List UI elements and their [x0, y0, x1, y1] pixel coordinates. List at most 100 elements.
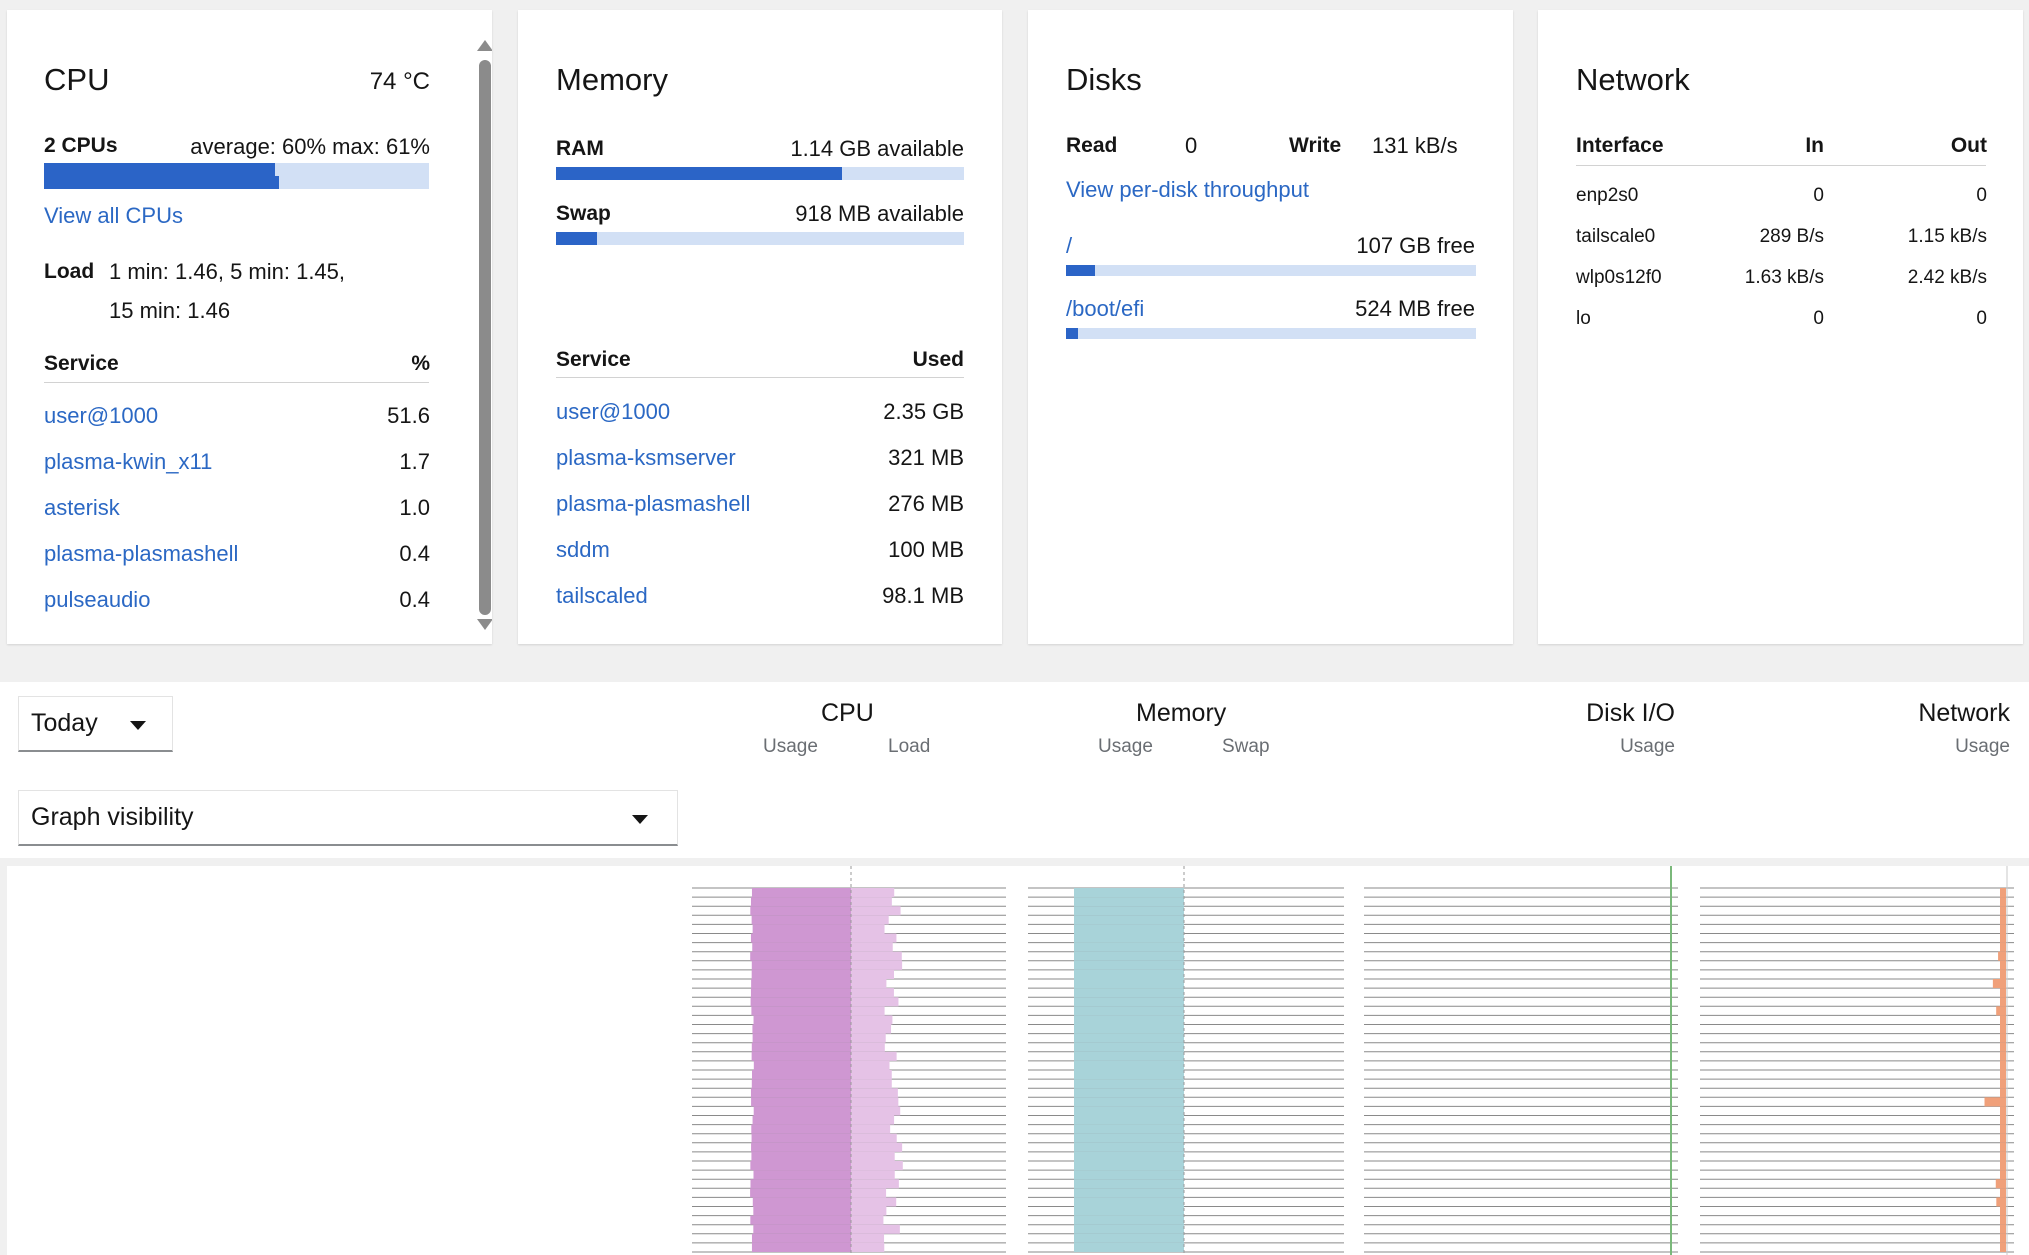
cpu-load-mark	[851, 988, 894, 998]
view-all-cpus-link[interactable]: View all CPUs	[44, 203, 183, 228]
network-usage-mark	[1996, 1197, 2006, 1207]
cpu-usage-mark	[753, 1106, 851, 1116]
cpu-usage-mark	[751, 1079, 851, 1089]
network-interface-in: 289 B/s	[1759, 226, 1824, 247]
scroll-up-icon[interactable]	[477, 40, 492, 51]
memory-usage-mark	[1074, 1070, 1184, 1080]
cpu-service-name[interactable]: plasma-kwin_x11	[44, 449, 213, 474]
memory-usage-mark	[1074, 1224, 1184, 1234]
cpu-load-mark	[851, 1215, 884, 1225]
network-usage-mark	[2000, 924, 2006, 934]
memory-service-value: 100 MB	[888, 537, 964, 562]
network-usage-mark	[2000, 1033, 2006, 1043]
network-interface-out: 2.42 kB/s	[1907, 267, 1987, 288]
memory-usage-mark	[1074, 1242, 1184, 1252]
cpu-service-value: 1.7	[399, 449, 430, 474]
cpu-usage-mark	[751, 888, 851, 898]
cpu-usage-mark	[750, 906, 851, 916]
network-usage-mark	[2000, 1015, 2006, 1025]
memory-usage-mark	[1074, 979, 1184, 989]
memory-usage-mark	[1074, 1133, 1184, 1143]
network-usage-mark	[2000, 969, 2006, 979]
cpu-load-mark	[851, 1097, 899, 1107]
network-usage-mark	[2000, 1233, 2006, 1243]
memory-usage-mark	[1074, 942, 1184, 952]
network-usage-mark	[1996, 1006, 2006, 1016]
memory-usage-mark	[1074, 988, 1184, 998]
cpu-service-name[interactable]: plasma-plasmashell	[44, 541, 239, 566]
ram-value: 1.14 GB available	[790, 136, 964, 161]
network-title: Network	[1576, 62, 1690, 97]
network-usage-mark	[2000, 1170, 2006, 1180]
cpu-load-line1: 1 min: 1.46, 5 min: 1.45,	[109, 259, 346, 284]
memory-service-value: 2.35 GB	[883, 399, 964, 424]
cpu-load-mark	[851, 1024, 892, 1034]
memory-usage-mark	[1074, 1124, 1184, 1134]
disk-mount-path[interactable]: /boot/efi	[1066, 296, 1145, 321]
scroll-down-icon[interactable]	[477, 619, 492, 630]
cpu-service-name[interactable]: pulseaudio	[44, 587, 151, 612]
network-table-divider	[1576, 165, 1986, 166]
cpu-load-mark	[851, 1188, 887, 1198]
memory-usage-mark	[1074, 1215, 1184, 1225]
memory-usage-mark	[1074, 906, 1184, 916]
disk-mount-free: 107 GB free	[1356, 233, 1475, 258]
cpu-usage-mark	[751, 1006, 851, 1016]
disk-mount-path[interactable]: /	[1066, 233, 1073, 258]
cpu-service-name[interactable]: user@1000	[44, 403, 159, 428]
memory-usage-mark	[1074, 1079, 1184, 1089]
cpu-bar-1-fill	[44, 163, 275, 176]
cpu-load-mark	[851, 1197, 897, 1207]
cpu-usage-mark	[752, 1197, 851, 1207]
network-interface-name: enp2s0	[1576, 185, 1639, 206]
memory-usage-mark	[1074, 1188, 1184, 1198]
memory-service-name[interactable]: plasma-ksmserver	[556, 445, 736, 470]
network-in-header: In	[1805, 134, 1824, 157]
per-disk-throughput-link[interactable]: View per-disk throughput	[1066, 177, 1309, 202]
cpu-summary: average: 60% max: 61%	[190, 134, 430, 159]
memory-service-name[interactable]: plasma-plasmashell	[556, 491, 751, 516]
network-usage-mark	[2000, 933, 2006, 943]
cpu-service-value: 51.6	[387, 403, 430, 428]
cpu-usage-mark	[750, 951, 851, 961]
memory-service-name[interactable]: sddm	[556, 537, 610, 562]
disk-column-title: Disk I/O	[1586, 699, 1675, 727]
cpu-usage-mark	[750, 997, 851, 1007]
cpu-load-mark	[851, 1115, 895, 1125]
cpu-load-mark	[851, 1133, 897, 1143]
network-usage-mark	[2000, 888, 2006, 898]
cpu-load-mark	[851, 960, 903, 970]
memory-usage-mark	[1074, 888, 1184, 898]
memory-usage-mark	[1074, 1042, 1184, 1052]
memory-service-name[interactable]: tailscaled	[556, 583, 648, 608]
cpu-service-header: Service	[44, 352, 119, 375]
cpu-usage-mark	[751, 1133, 851, 1143]
cpu-usage-mark	[751, 1242, 851, 1252]
time-range-select[interactable]: Today	[18, 696, 173, 752]
cpu-load-mark	[851, 1106, 901, 1116]
scrollbar-thumb[interactable]	[479, 60, 491, 615]
cpu-load-mark	[851, 979, 887, 989]
cpu-load-mark	[851, 1051, 897, 1061]
memory-usage-mark	[1074, 1006, 1184, 1016]
cpu-card: CPU 74 °C 2 CPUs average: 60% max: 61% V…	[7, 10, 492, 644]
memory-usage-mark	[1074, 951, 1184, 961]
memory-service-header: Service	[556, 348, 631, 371]
disk-usage-bar-fill	[1066, 265, 1095, 276]
cpu-load-mark	[851, 969, 895, 979]
memory-usage-mark	[1074, 969, 1184, 979]
cpu-service-name[interactable]: asterisk	[44, 495, 120, 520]
memory-usage-mark	[1074, 1033, 1184, 1043]
cpu-usage-mark	[751, 1070, 851, 1080]
cpu-card-scrollbar[interactable]	[477, 40, 492, 630]
memory-usage-mark	[1074, 1015, 1184, 1025]
graph-visibility-select[interactable]: Graph visibility	[18, 790, 678, 846]
cpu-load-mark	[851, 1142, 903, 1152]
memory-service-name[interactable]: user@1000	[556, 399, 671, 424]
cpu-usage-mark	[751, 1233, 851, 1243]
network-usage-mark	[2000, 1042, 2006, 1052]
network-usage-mark	[2000, 1215, 2006, 1225]
swap-label: Swap	[556, 202, 611, 225]
network-usage-mark	[1984, 1097, 2006, 1107]
cpu-service-value: 1.0	[399, 495, 430, 520]
